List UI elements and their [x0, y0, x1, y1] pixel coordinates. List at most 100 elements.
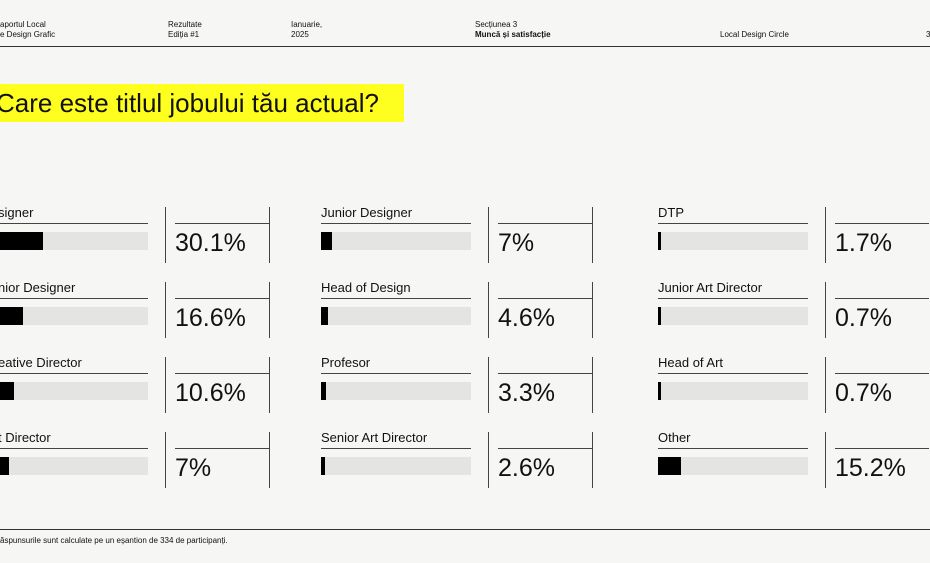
value-box: 7% — [498, 205, 592, 261]
value-box: 15.2% — [835, 430, 929, 486]
value-box: 16.6% — [175, 280, 269, 336]
bar-cell: Head of Design — [321, 280, 481, 336]
category-label: eative Director — [0, 355, 82, 370]
value-divider-left — [488, 432, 489, 488]
bar-track — [321, 457, 471, 475]
category-label: Other — [658, 430, 691, 445]
label-rule — [321, 448, 471, 449]
bar-track — [658, 382, 808, 400]
value-rule — [498, 448, 592, 449]
bar-cell: Other — [658, 430, 818, 486]
results-edition: Rezultate Ediția #1 — [168, 20, 202, 39]
page-number: 3 — [926, 30, 930, 39]
label-rule — [658, 373, 808, 374]
value-divider-right — [592, 207, 593, 263]
bar — [0, 232, 44, 250]
bar-cell: nior Designer — [0, 280, 158, 336]
bar — [321, 232, 332, 250]
label-rule — [321, 298, 471, 299]
category-label: signer — [0, 205, 34, 220]
value-rule — [498, 298, 592, 299]
value-box: 30.1% — [175, 205, 269, 261]
bar-cell: DTP — [658, 205, 818, 261]
data-label: 4.6% — [498, 304, 555, 332]
label-rule — [658, 298, 808, 299]
bar-cell: Head of Art — [658, 355, 818, 411]
category-label: Senior Art Director — [321, 430, 428, 445]
value-box: 0.7% — [835, 355, 929, 411]
label-rule — [658, 223, 808, 224]
value-divider-left — [488, 357, 489, 413]
value-box: 1.7% — [835, 205, 929, 261]
data-label: 15.2% — [835, 454, 906, 482]
category-label: t Director — [0, 430, 51, 445]
data-label: 16.6% — [175, 304, 246, 332]
value-rule — [835, 223, 929, 224]
value-divider-right — [269, 282, 270, 338]
value-rule — [175, 373, 269, 374]
data-label: 7% — [175, 454, 212, 482]
value-divider-left — [488, 282, 489, 338]
bar — [321, 457, 325, 475]
value-divider-right — [592, 282, 593, 338]
value-box: 10.6% — [175, 355, 269, 411]
label-rule — [321, 373, 471, 374]
category-label: Head of Art — [658, 355, 724, 370]
value-rule — [175, 223, 269, 224]
bar — [658, 232, 661, 250]
value-divider-left — [488, 207, 489, 263]
value-divider-left — [825, 432, 826, 488]
value-rule — [175, 448, 269, 449]
value-box: 0.7% — [835, 280, 929, 336]
bar-cell: eative Director — [0, 355, 158, 411]
value-rule — [175, 298, 269, 299]
data-label: 30.1% — [175, 229, 246, 257]
category-label: Head of Design — [321, 280, 411, 295]
value-rule — [835, 373, 929, 374]
report-date: Ianuarie, 2025 — [291, 20, 323, 39]
bar — [658, 457, 681, 475]
label-rule — [0, 373, 148, 374]
value-divider-right — [269, 432, 270, 488]
value-divider-right — [269, 207, 270, 263]
organization-name: Local Design Circle — [720, 30, 789, 39]
header-divider — [0, 46, 930, 47]
footer-divider — [0, 529, 930, 530]
value-divider-left — [165, 432, 166, 488]
data-label: 10.6% — [175, 379, 246, 407]
bar-track — [321, 307, 471, 325]
bar-cell: signer — [0, 205, 158, 261]
value-divider-left — [165, 357, 166, 413]
bar-cell: Profesor — [321, 355, 481, 411]
value-box: 4.6% — [498, 280, 592, 336]
bar-cell: Senior Art Director — [321, 430, 481, 486]
bar — [658, 382, 661, 400]
bar-track — [321, 382, 471, 400]
label-rule — [321, 223, 471, 224]
section-info: Secțiunea 3 Muncă și satisfacție — [475, 20, 551, 39]
value-divider-left — [825, 207, 826, 263]
label-rule — [0, 448, 148, 449]
value-rule — [498, 373, 592, 374]
report-name: aportul Local e Design Grafic — [0, 20, 56, 39]
category-label: Junior Art Director — [658, 280, 763, 295]
bar-track — [0, 232, 148, 250]
value-box: 2.6% — [498, 430, 592, 486]
bar-track — [321, 232, 471, 250]
label-rule — [0, 223, 148, 224]
bar-cell: t Director — [0, 430, 158, 486]
category-label: Junior Designer — [321, 205, 413, 220]
value-divider-right — [592, 357, 593, 413]
bar — [0, 307, 23, 325]
bar-cell: Junior Art Director — [658, 280, 818, 336]
value-divider-left — [165, 282, 166, 338]
category-label: nior Designer — [0, 280, 76, 295]
bar-track — [658, 307, 808, 325]
value-divider-left — [825, 357, 826, 413]
value-divider-right — [269, 357, 270, 413]
data-label: 0.7% — [835, 304, 892, 332]
bar-cell: Junior Designer — [321, 205, 481, 261]
title-highlight — [0, 84, 404, 122]
data-label: 2.6% — [498, 454, 555, 482]
category-label: Profesor — [321, 355, 371, 370]
